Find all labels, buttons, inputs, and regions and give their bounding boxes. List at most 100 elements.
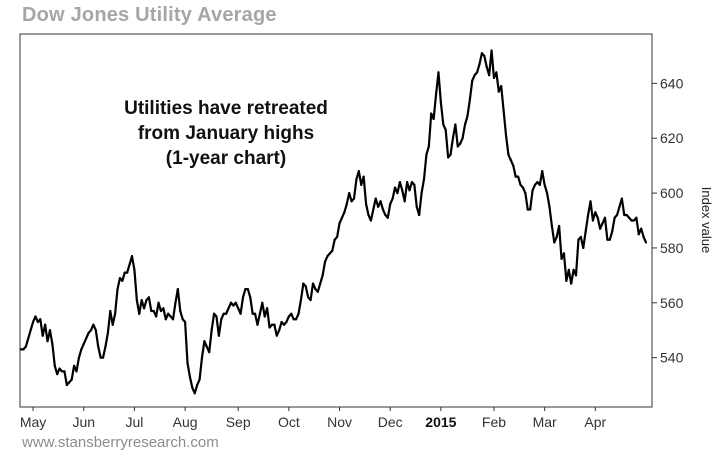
data-point	[22, 348, 25, 351]
data-point	[237, 307, 240, 310]
data-point	[229, 301, 233, 304]
data-point	[606, 238, 609, 241]
data-point	[357, 170, 360, 173]
annotation-line-2: from January highs	[138, 123, 314, 144]
data-point	[130, 255, 134, 258]
data-point	[24, 345, 27, 348]
footer-source-url: www.stansberryresearch.com	[22, 434, 219, 451]
data-point	[473, 74, 476, 77]
data-point	[553, 241, 556, 244]
data-point	[340, 216, 344, 219]
data-point	[65, 383, 68, 387]
data-point	[352, 197, 356, 200]
data-point	[401, 189, 404, 192]
data-point	[234, 301, 237, 304]
data-point	[384, 213, 387, 217]
data-point	[270, 323, 274, 326]
data-point	[287, 315, 290, 318]
data-point	[82, 342, 85, 346]
data-point	[114, 312, 117, 315]
x-tick-label: Apr	[584, 414, 606, 430]
data-point	[541, 170, 544, 173]
data-point	[519, 183, 522, 186]
data-point	[39, 318, 42, 321]
data-point	[589, 200, 592, 203]
data-point	[109, 309, 112, 313]
y-tick-label: 640	[660, 75, 684, 91]
x-tick-label: 2015	[425, 414, 456, 430]
data-point	[126, 271, 129, 274]
data-point	[642, 235, 645, 239]
data-point	[258, 312, 261, 315]
data-point	[461, 137, 464, 140]
data-point	[232, 304, 235, 307]
plot-area-frame	[19, 33, 653, 408]
data-point	[75, 370, 78, 373]
data-point	[304, 285, 307, 288]
data-point	[574, 274, 578, 277]
data-point	[263, 315, 266, 318]
series-points	[19, 49, 648, 395]
data-point	[331, 249, 334, 252]
data-point	[596, 216, 599, 219]
data-point	[142, 307, 146, 310]
data-point	[336, 235, 339, 239]
data-point	[162, 307, 165, 310]
data-point	[485, 65, 488, 69]
x-tick-label: May	[20, 414, 46, 430]
data-point	[459, 142, 462, 145]
data-point	[51, 342, 54, 346]
data-point	[210, 329, 213, 332]
series-line	[21, 49, 648, 395]
data-point	[524, 191, 527, 195]
x-tick-label: Dec	[378, 414, 403, 430]
data-point	[63, 370, 66, 373]
chart-title: Dow Jones Utility Average	[22, 4, 277, 26]
data-point	[266, 307, 269, 310]
data-point	[244, 287, 247, 291]
data-point	[29, 329, 32, 332]
data-point	[586, 213, 590, 217]
data-point	[463, 123, 467, 126]
data-point	[415, 205, 418, 208]
data-point	[611, 230, 614, 233]
data-point	[623, 213, 626, 217]
data-point	[140, 298, 143, 302]
data-point	[181, 318, 184, 321]
data-point	[439, 101, 442, 104]
data-point	[167, 312, 170, 315]
data-point	[60, 370, 64, 373]
data-point	[58, 367, 61, 370]
data-point	[495, 71, 498, 74]
data-point	[323, 260, 327, 263]
data-point	[601, 222, 604, 225]
data-point	[579, 235, 582, 239]
data-point	[538, 183, 541, 186]
data-point	[425, 153, 428, 156]
data-point	[176, 287, 179, 291]
data-point	[432, 117, 435, 121]
data-point	[36, 320, 39, 324]
data-point	[620, 197, 623, 200]
data-point	[500, 85, 503, 88]
data-point	[297, 312, 300, 315]
data-point	[193, 392, 196, 395]
data-point	[183, 320, 187, 324]
data-point	[451, 137, 455, 140]
y-axis-ticks: 540 560 580 600 620 640	[652, 75, 684, 366]
data-point	[150, 309, 153, 313]
data-point	[640, 227, 643, 230]
data-point	[101, 356, 105, 359]
data-point	[321, 274, 324, 277]
data-point	[72, 364, 76, 367]
data-point	[608, 238, 611, 241]
data-point	[220, 318, 223, 321]
data-point	[307, 296, 310, 299]
data-point	[630, 219, 633, 222]
data-point	[292, 318, 295, 321]
data-point	[543, 183, 546, 186]
data-point	[121, 279, 124, 282]
data-point	[27, 337, 30, 340]
data-point	[555, 235, 558, 239]
